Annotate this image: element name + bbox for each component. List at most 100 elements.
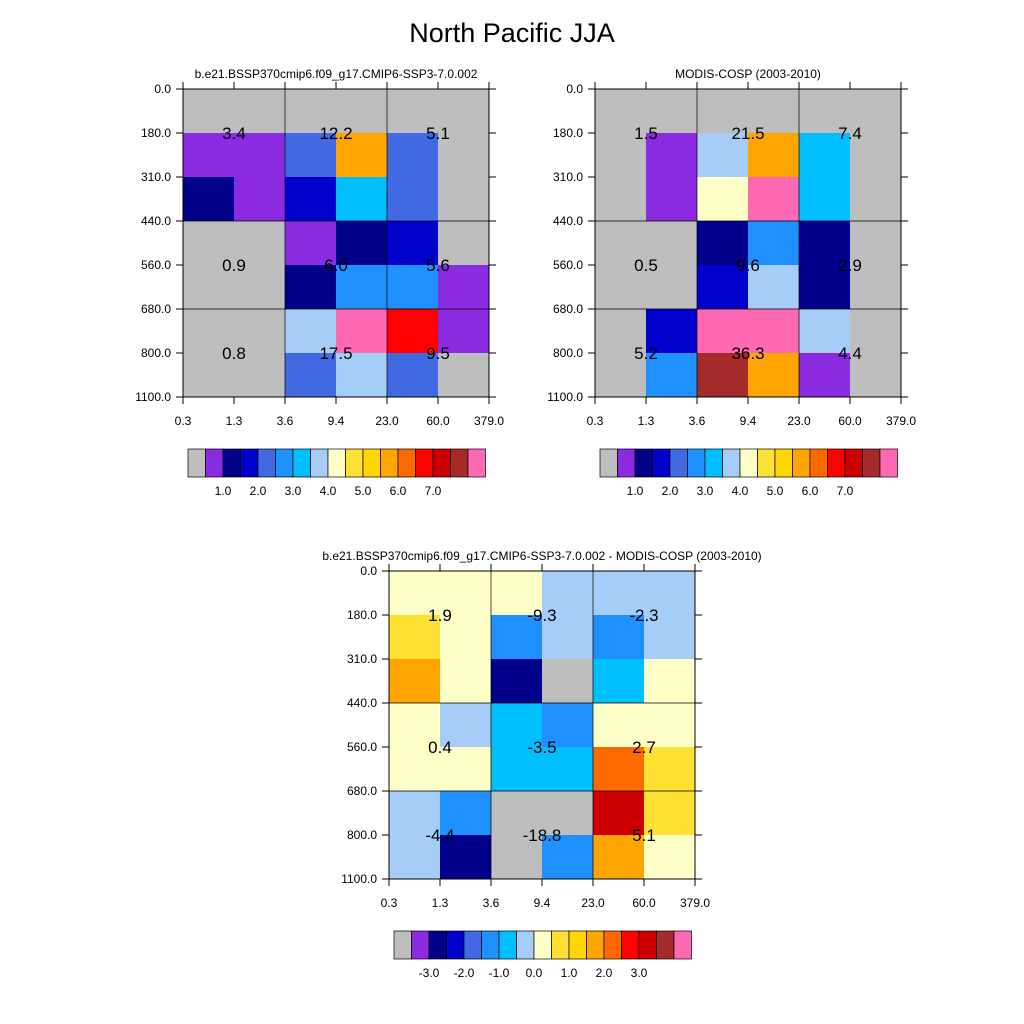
heatmap-cell — [234, 221, 286, 266]
colorbar-swatch — [411, 930, 430, 960]
block-value-label: 21.5 — [731, 124, 764, 143]
heatmap-cell — [183, 309, 235, 354]
colorbar-swatch — [568, 930, 587, 960]
colorbar-label: 7.0 — [837, 484, 854, 498]
x-tick-label: 9.4 — [328, 414, 345, 428]
heatmap-cell — [644, 571, 696, 616]
heatmap-cell — [748, 89, 800, 134]
y-tick-label: 800.0 — [553, 346, 583, 360]
heatmap-cell — [440, 747, 492, 792]
heatmap-cell — [697, 353, 749, 398]
heatmap-cell — [850, 309, 902, 354]
heatmap-cell — [440, 659, 492, 704]
colorbar-swatch — [879, 448, 898, 478]
colorbar-label: 6.0 — [802, 484, 819, 498]
heatmap-cell — [646, 353, 698, 398]
colorbar-swatch — [450, 448, 469, 478]
heatmap-cell — [234, 265, 286, 310]
block-value-label: 9.6 — [736, 256, 760, 275]
colorbar-swatch — [722, 448, 741, 478]
heatmap-cell — [595, 265, 647, 310]
colorbar-label: 5.0 — [767, 484, 784, 498]
heatmap-cell — [748, 353, 800, 398]
heatmap-cell — [850, 177, 902, 222]
colorbar-swatch — [415, 448, 434, 478]
heatmap-cell — [850, 221, 902, 266]
heatmap-cell — [183, 353, 235, 398]
block-value-label: 12.2 — [319, 124, 352, 143]
heatmap-cell — [438, 89, 490, 134]
y-tick-label: 1100.0 — [135, 390, 171, 404]
heatmap-cell — [440, 791, 492, 836]
x-tick-label: 0.3 — [587, 414, 604, 428]
heatmap-cell — [748, 309, 800, 354]
panel-3-colorbar: -3.0 -2.0 -1.0 0.0 1.0 2.0 3.0 — [393, 930, 692, 980]
colorbar-swatch — [428, 930, 447, 960]
block-value-label: 0.9 — [222, 256, 246, 275]
colorbar-swatch — [380, 448, 399, 478]
y-tick-label: 0.0 — [360, 564, 377, 578]
colorbar-swatch — [327, 448, 346, 478]
colorbar-label: 6.0 — [390, 484, 407, 498]
y-tick-label: 1100.0 — [341, 872, 377, 886]
colorbar-swatch — [345, 448, 364, 478]
block-value-label: 9.5 — [426, 344, 450, 363]
heatmap-cell — [389, 703, 441, 748]
heatmap-cell — [799, 309, 851, 354]
block-value-label: 1.9 — [428, 606, 452, 625]
y-tick-label: 180.0 — [141, 126, 171, 140]
colorbar-swatch — [739, 448, 758, 478]
y-tick-label: 0.0 — [154, 82, 171, 96]
heatmap-cell — [387, 89, 439, 134]
colorbar-swatch — [310, 448, 329, 478]
heatmap-cell — [491, 571, 543, 616]
heatmap-cell — [595, 89, 647, 134]
colorbar-swatch — [792, 448, 811, 478]
heatmap-cell — [542, 791, 594, 836]
figure-title: North Pacific JJA — [409, 18, 615, 48]
panel-2-heatmap: 0.0 180.0 310.0 440.0 560.0 680.0 800.0 1100.0 0… — [547, 82, 916, 428]
x-tick-label: 9.4 — [740, 414, 757, 428]
heatmap-cell — [438, 133, 490, 178]
heatmap-cell — [593, 571, 645, 616]
heatmap-cell — [799, 221, 851, 266]
colorbar-swatch — [809, 448, 828, 478]
heatmap-cell — [646, 309, 698, 354]
heatmap-cell — [646, 133, 698, 178]
colorbar-label: 5.0 — [355, 484, 372, 498]
colorbar-swatch — [551, 930, 570, 960]
colorbar-label: 1.0 — [627, 484, 644, 498]
colorbar-swatch — [652, 448, 671, 478]
heatmap-cell — [542, 703, 594, 748]
heatmap-cell — [491, 703, 543, 748]
heatmap-cell — [438, 177, 490, 222]
heatmap-cell — [491, 747, 543, 792]
block-value-label: 4.4 — [838, 344, 862, 363]
colorbar-swatch — [687, 448, 706, 478]
colorbar-swatch — [446, 930, 465, 960]
block-value-label: -2.3 — [629, 606, 658, 625]
colorbar-swatch — [757, 448, 776, 478]
heatmap-cell — [438, 353, 490, 398]
y-tick-label: 440.0 — [141, 214, 171, 228]
colorbar-label: 7.0 — [425, 484, 442, 498]
heatmap-cell — [336, 353, 388, 398]
heatmap-cell — [644, 747, 696, 792]
heatmap-cell — [285, 265, 337, 310]
colorbar-swatch — [467, 448, 486, 478]
colorbar-swatch — [240, 448, 259, 478]
colorbar-label: 1.0 — [215, 484, 232, 498]
block-value-label: 5.6 — [426, 256, 450, 275]
heatmap-cell — [387, 353, 439, 398]
heatmap-cell — [234, 89, 286, 134]
colorbar-swatch — [393, 930, 412, 960]
heatmap-cell — [697, 221, 749, 266]
heatmap-cell — [234, 309, 286, 354]
heatmap-cell — [593, 835, 645, 880]
heatmap-cell — [389, 571, 441, 616]
heatmap-cell — [697, 265, 749, 310]
heatmap-cell — [389, 835, 441, 880]
y-tick-label: 310.0 — [347, 652, 377, 666]
colorbar-swatch — [498, 930, 517, 960]
colorbar-swatch — [516, 930, 535, 960]
